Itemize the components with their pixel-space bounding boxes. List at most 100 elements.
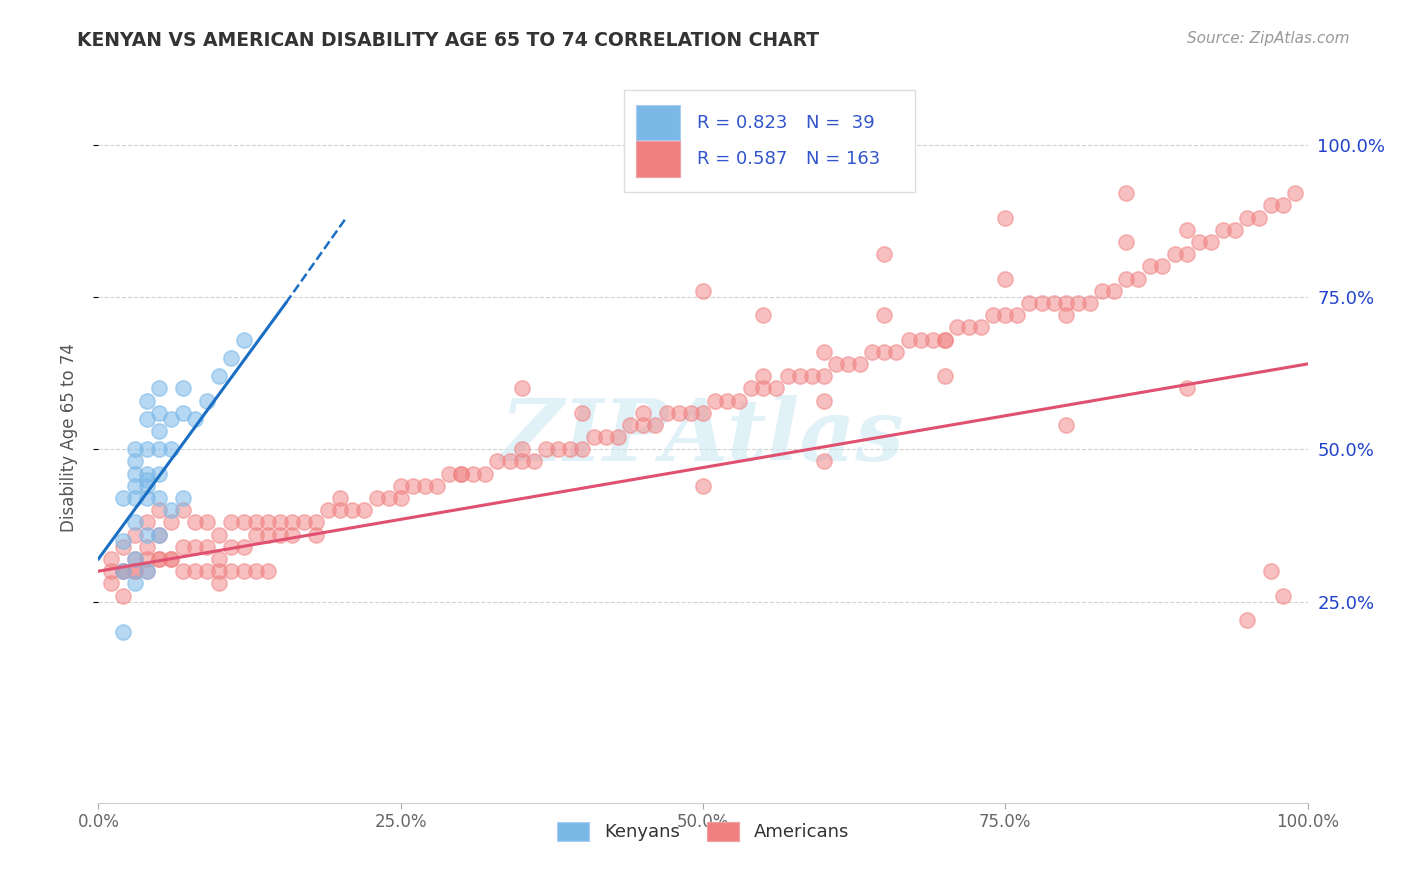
Text: ZIPAtlas: ZIPAtlas	[501, 395, 905, 479]
Point	[148, 424, 170, 438]
Point	[329, 491, 352, 505]
Point	[1115, 271, 1137, 285]
Point	[160, 442, 183, 457]
Point	[208, 369, 231, 384]
Point	[1115, 235, 1137, 249]
Point	[776, 369, 799, 384]
Point	[1212, 223, 1234, 237]
Point	[135, 564, 157, 578]
Text: Source: ZipAtlas.com: Source: ZipAtlas.com	[1187, 31, 1350, 46]
Point	[1054, 308, 1077, 322]
Point	[124, 467, 146, 481]
Point	[160, 412, 183, 426]
Point	[135, 491, 157, 505]
Point	[1175, 247, 1198, 261]
FancyBboxPatch shape	[637, 104, 681, 140]
Point	[195, 540, 218, 554]
Point	[547, 442, 569, 457]
Point	[124, 552, 146, 566]
Point	[1272, 589, 1295, 603]
Point	[124, 479, 146, 493]
Point	[160, 516, 183, 530]
Point	[413, 479, 436, 493]
Point	[860, 344, 883, 359]
Point	[100, 552, 122, 566]
Point	[716, 393, 738, 408]
Point	[124, 564, 146, 578]
Point	[245, 516, 267, 530]
Point	[946, 320, 969, 334]
Point	[583, 430, 606, 444]
Point	[752, 369, 775, 384]
Point	[1284, 186, 1306, 201]
Point	[813, 393, 835, 408]
Point	[644, 417, 666, 432]
Point	[100, 564, 122, 578]
Point	[800, 369, 823, 384]
Point	[1199, 235, 1222, 249]
Point	[692, 284, 714, 298]
Point	[534, 442, 557, 457]
Point	[619, 417, 641, 432]
Point	[765, 381, 787, 395]
Point	[208, 576, 231, 591]
Point	[172, 406, 194, 420]
Point	[873, 247, 896, 261]
Point	[813, 454, 835, 468]
Point	[1236, 211, 1258, 225]
Point	[692, 479, 714, 493]
FancyBboxPatch shape	[637, 141, 681, 177]
Point	[124, 576, 146, 591]
Point	[232, 516, 254, 530]
Point	[873, 308, 896, 322]
Point	[1054, 417, 1077, 432]
Point	[111, 589, 134, 603]
Point	[184, 412, 207, 426]
Point	[1163, 247, 1185, 261]
Point	[269, 516, 291, 530]
Point	[111, 564, 134, 578]
Point	[1260, 198, 1282, 212]
Point	[135, 516, 157, 530]
Point	[305, 527, 328, 541]
Point	[523, 454, 546, 468]
Point	[752, 381, 775, 395]
Text: R = 0.823: R = 0.823	[697, 113, 787, 131]
Point	[450, 467, 472, 481]
Point	[910, 333, 932, 347]
Point	[655, 406, 678, 420]
Point	[1249, 211, 1271, 225]
Point	[245, 527, 267, 541]
Point	[208, 564, 231, 578]
Point	[269, 527, 291, 541]
Point	[195, 564, 218, 578]
Point	[124, 454, 146, 468]
Point	[1018, 296, 1040, 310]
Point	[1260, 564, 1282, 578]
Point	[124, 552, 146, 566]
Point	[184, 564, 207, 578]
Point	[921, 333, 943, 347]
Point	[172, 381, 194, 395]
Point	[329, 503, 352, 517]
Point	[1102, 284, 1125, 298]
Point	[135, 442, 157, 457]
Point	[981, 308, 1004, 322]
Point	[1175, 223, 1198, 237]
Point	[510, 381, 533, 395]
Point	[740, 381, 762, 395]
Point	[111, 540, 134, 554]
Point	[679, 406, 702, 420]
Point	[184, 516, 207, 530]
Point	[837, 357, 859, 371]
Point	[1139, 260, 1161, 274]
Point	[148, 503, 170, 517]
Point	[305, 516, 328, 530]
Point	[135, 393, 157, 408]
Text: N = 163: N = 163	[806, 150, 880, 168]
Point	[172, 503, 194, 517]
Point	[111, 491, 134, 505]
Point	[377, 491, 399, 505]
Point	[849, 357, 872, 371]
Point	[704, 393, 727, 408]
